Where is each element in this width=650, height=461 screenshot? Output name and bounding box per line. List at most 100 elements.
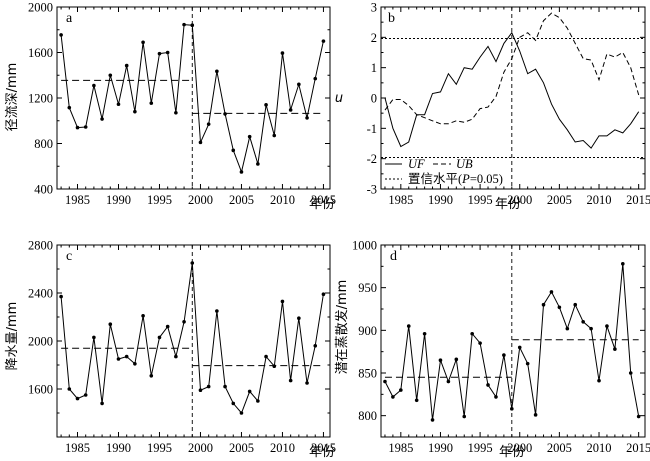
panel-d-data-point [406,324,411,328]
panel-a-data-point [157,51,162,56]
panel-b-x-tick-label: 1985 [388,193,413,207]
panel-d-data-point [541,302,546,307]
panel-c-data-point [165,324,170,329]
panel-a-data-point [321,39,326,43]
panel-d-data-point [589,326,593,331]
panel-b-x-tick-label: 2015 [626,193,650,207]
panel-d-y-tick-label: 850 [358,367,377,381]
panel-d-data-point [422,331,427,336]
panel-c-y-tick-label: 2000 [28,335,53,349]
panel-d-x-tick-label: 2010 [587,441,612,455]
panel-a-x-tick-label: 2015 [311,193,336,207]
panel-d-data-point [581,320,585,324]
panel-a-x-axis-label: 年份 [309,197,335,212]
panel-d-data-point [462,414,467,419]
panel-d-data-point [430,418,435,422]
panel-c-y-tick-label: 2400 [28,287,53,301]
panel-d-data-point [478,341,482,345]
panel-c-data-point [215,309,219,313]
panel-a-data-point [297,82,301,87]
panel-a-data-point [141,40,145,45]
panel-d-data-point [517,345,522,350]
panel-a-x-tick-label: 1990 [106,193,131,207]
panel-d-data-point [446,379,451,384]
panel-a-data-point [190,23,195,28]
panel-d-x-tick-label: 2005 [547,441,572,455]
panel-b-y-tick-label: -1 [367,122,377,136]
panel-a-data-point [75,125,80,130]
panel-a-x-tick-label: 1985 [65,193,90,207]
panel-d-data-point [486,383,490,387]
panel-d-y-tick-label: 900 [358,324,377,338]
panel-c-data-point [75,396,80,401]
panel-c-data-point [116,357,121,361]
panel-d-data-point [438,358,443,363]
panel-a-y-tick-label: 2000 [28,1,53,15]
panel-d-data-point [636,414,641,419]
panel-a-data-point [280,51,285,55]
panel-a-data-point [256,162,260,166]
legend-confidence-label: 置信水平(P=0.05) [408,172,503,186]
panel-a-y-tick-label: 800 [34,137,53,151]
panel-c-plot-frame [56,244,331,438]
panel-c-data-point [157,335,162,340]
panel-d-data-point [628,371,633,375]
panel-a-data-point [59,33,63,37]
panel-a-data-point [165,50,170,55]
panel-c-data-point [223,384,227,389]
panel-c-data-point [59,294,63,299]
panel-a-data-point [116,102,121,107]
panel-d-y-axis-label: 潜在蒸散发/mm [334,280,350,375]
panel-a-data-point [231,148,236,153]
panel-d-data-point [414,398,419,403]
legend-ub-label: UB [456,157,473,171]
panel-c-x-tick-label: 1990 [106,441,131,455]
panel-d-data-point [383,379,387,384]
panel-b-ub-series-line [384,12,640,125]
panel-d-data-point [533,413,538,417]
panel-a-y-tick-label: 1200 [28,92,53,106]
panel-a-y-tick-label: 1600 [28,46,53,60]
panel-c-data-point [83,393,88,397]
panel-a-x-tick-label: 2010 [270,193,295,207]
panel-b-y-axis-label: u [335,91,343,106]
panel-d-data-point [597,378,601,383]
panel-c-data-point [190,261,195,265]
panel-d-y-tick-label: 1000 [352,239,377,253]
panel-c-data-point [92,335,96,340]
panel-c-x-axis-label: 年份 [309,445,335,460]
panel-d-data-point [557,305,562,310]
panel-c-plot: 1985 1990 1995 2000 2005 2010 2015 1600 2000 2400… [28,239,336,456]
panel-a-data-point [239,170,244,174]
panel-a-data-point [108,73,113,78]
panel-c-data-point [67,387,72,391]
panel-a-plot: 1985 1990 1995 2000 2005 2010 2015 400 800 1200 16… [28,1,336,208]
panel-d-x-tick-label: 2000 [507,441,532,455]
panel-a-data-point [264,103,268,107]
panel-d-data-point [621,261,625,266]
panel-b-x-tick-label: 1990 [428,193,453,207]
panel-b-uf-series-line [384,31,640,149]
panel-b-y-tick-label: -2 [367,152,377,166]
panel-a-data-point [305,116,309,120]
panel-a-data-point [182,22,186,27]
panel-c-data-point [108,322,113,327]
panel-c-data-point [280,299,285,304]
panel-c-data-point [198,388,203,393]
panel-b-y-tick-label: -3 [367,183,377,197]
panel-a-y-axis-label: 径流深/mm [5,63,20,132]
panel-c-data-point [288,378,293,383]
panel-c-data-point [313,344,318,348]
panel-b-x-tick-label: 1995 [468,193,493,207]
panel-b-y-tick-label: 1 [371,61,377,75]
panel-c-data-point [256,399,260,403]
panel-b-plot: 1985 1990 1995 2000 2005 2010 2015 -3 -2 -1 0 1 2 3 [367,1,650,208]
panel-c-data-point [305,381,309,385]
panel-d-y-tick-label: 950 [358,281,377,295]
panel-d-data-point [454,357,459,362]
panel-b-y-tick-label: 3 [371,1,377,15]
panel-a-data-point [100,117,104,121]
panel-c-y-tick-label: 2800 [28,239,53,253]
panel-c-data-point [231,401,236,406]
panel-a-data-point [198,140,203,145]
